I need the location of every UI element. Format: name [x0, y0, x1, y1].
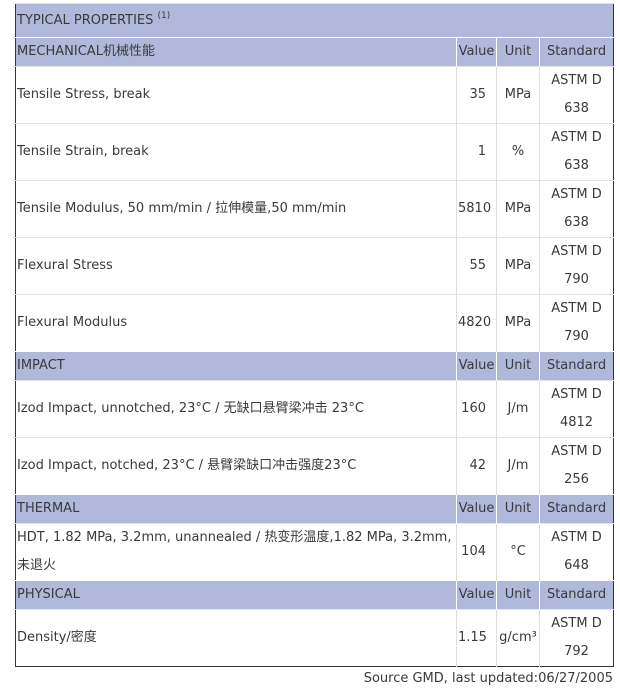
property-standard: ASTM D 638	[538, 123, 614, 181]
property-name: Flexural Stress	[15, 237, 457, 295]
property-name: Izod Impact, notched, 23°C / 悬臂梁缺口冲击强度23…	[15, 437, 457, 495]
property-standard: ASTM D 638	[538, 66, 614, 124]
properties-table: TYPICAL PROPERTIES (1) MECHANICAL机械性能 Va…	[15, 3, 615, 667]
table-title-row: TYPICAL PROPERTIES (1)	[15, 3, 614, 38]
property-value: 1	[456, 123, 497, 181]
source-footer: Source GMD, last updated:06/27/2005	[363, 671, 613, 686]
property-value: 5810	[456, 180, 497, 238]
section-name: IMPACT	[15, 351, 457, 381]
property-unit: g/cm³	[496, 609, 540, 667]
table-row: Density/密度 1.15 g/cm³ ASTM D 792	[15, 609, 614, 667]
property-value: 1.15	[456, 609, 497, 667]
col-standard: Standard	[538, 37, 614, 67]
table-row: Izod Impact, unnotched, 23°C / 无缺口悬臂梁冲击 …	[15, 380, 614, 438]
col-value: Value	[456, 351, 497, 381]
property-standard: ASTM D 790	[538, 294, 614, 352]
table-row: Flexural Modulus 4820 MPa ASTM D 790	[15, 294, 614, 352]
property-name: Flexural Modulus	[15, 294, 457, 352]
section-name: MECHANICAL机械性能	[15, 37, 457, 67]
section-header: MECHANICAL机械性能 Value Unit Standard	[15, 37, 614, 67]
property-standard: ASTM D 792	[538, 609, 614, 667]
col-unit: Unit	[496, 37, 540, 67]
table-row: Tensile Modulus, 50 mm/min / 拉伸模量,50 mm/…	[15, 180, 614, 238]
property-value: 55	[456, 237, 497, 295]
property-unit: %	[496, 123, 540, 181]
property-name: Tensile Stress, break	[15, 66, 457, 124]
property-standard: ASTM D 648	[538, 523, 614, 581]
section-name: THERMAL	[15, 494, 457, 524]
property-unit: MPa	[496, 294, 540, 352]
col-standard: Standard	[538, 494, 614, 524]
section-header: PHYSICAL Value Unit Standard	[15, 580, 614, 610]
col-standard: Standard	[538, 351, 614, 381]
property-unit: MPa	[496, 180, 540, 238]
table-row: Flexural Stress 55 MPa ASTM D 790	[15, 237, 614, 295]
property-name: HDT, 1.82 MPa, 3.2mm, unannealed / 热变形温度…	[15, 523, 457, 581]
table-title: TYPICAL PROPERTIES (1)	[15, 3, 614, 38]
property-standard: ASTM D 638	[538, 180, 614, 238]
property-value: 4820	[456, 294, 497, 352]
section-name: PHYSICAL	[15, 580, 457, 610]
col-standard: Standard	[538, 580, 614, 610]
table-row: HDT, 1.82 MPa, 3.2mm, unannealed / 热变形温度…	[15, 523, 614, 581]
col-unit: Unit	[496, 580, 540, 610]
property-unit: J/m	[496, 437, 540, 495]
property-name: Density/密度	[15, 609, 457, 667]
col-unit: Unit	[496, 494, 540, 524]
property-standard: ASTM D 790	[538, 237, 614, 295]
property-unit: MPa	[496, 66, 540, 124]
property-name: Tensile Modulus, 50 mm/min / 拉伸模量,50 mm/…	[15, 180, 457, 238]
table-row: Izod Impact, notched, 23°C / 悬臂梁缺口冲击强度23…	[15, 437, 614, 495]
col-value: Value	[456, 37, 497, 67]
property-unit: J/m	[496, 380, 540, 438]
col-unit: Unit	[496, 351, 540, 381]
property-unit: MPa	[496, 237, 540, 295]
section-header: THERMAL Value Unit Standard	[15, 494, 614, 524]
table-row: Tensile Stress, break 35 MPa ASTM D 638	[15, 66, 614, 124]
footnote-ref: (1)	[157, 10, 171, 21]
property-name: Izod Impact, unnotched, 23°C / 无缺口悬臂梁冲击 …	[15, 380, 457, 438]
col-value: Value	[456, 580, 497, 610]
property-value: 104	[456, 523, 497, 581]
property-value: 35	[456, 66, 497, 124]
property-value: 42	[456, 437, 497, 495]
property-unit: °C	[496, 523, 540, 581]
table-row: Tensile Strain, break 1 % ASTM D 638	[15, 123, 614, 181]
col-value: Value	[456, 494, 497, 524]
property-value: 160	[456, 380, 497, 438]
property-standard: ASTM D 256	[538, 437, 614, 495]
section-header: IMPACT Value Unit Standard	[15, 351, 614, 381]
property-standard: ASTM D 4812	[538, 380, 614, 438]
property-name: Tensile Strain, break	[15, 123, 457, 181]
